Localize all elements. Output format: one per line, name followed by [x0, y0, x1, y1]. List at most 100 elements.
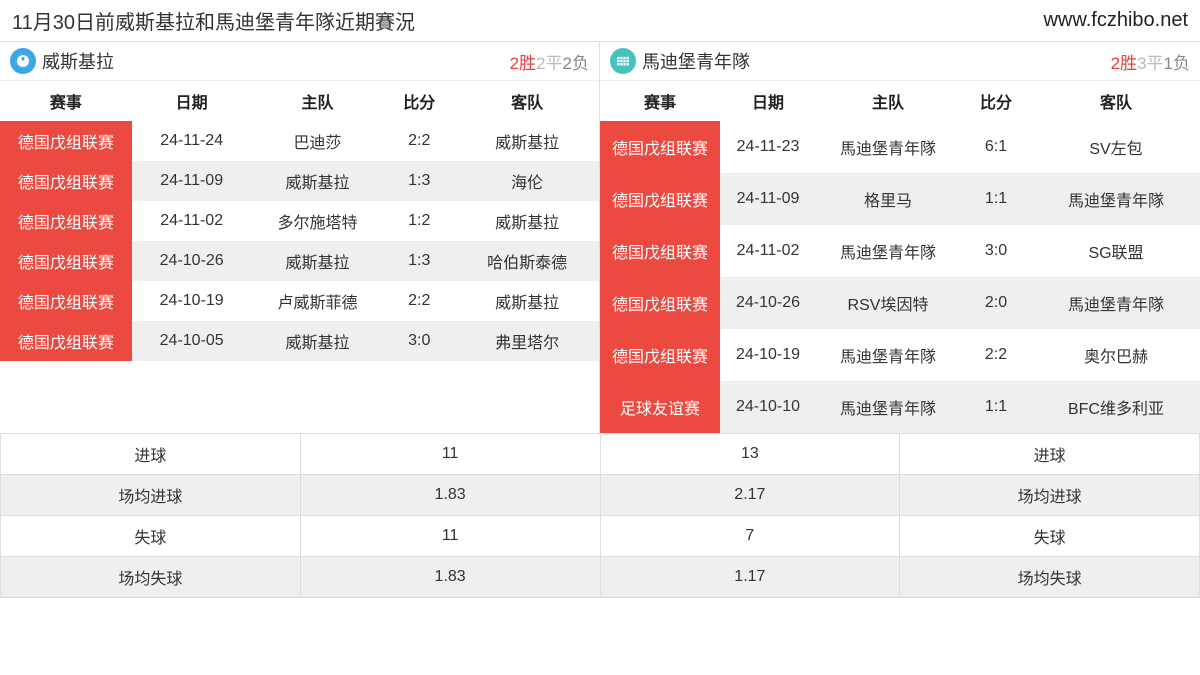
table-row: 德国戊组联赛24-10-05威斯基拉3:0弗里塔尔	[0, 321, 599, 361]
stats-cell: 场均进球	[900, 475, 1200, 516]
stats-cell: 11	[300, 434, 600, 475]
col-header: 主队	[816, 81, 960, 122]
right-team-header: 馬迪堡青年隊 2胜3平1负	[600, 42, 1200, 80]
stats-row: 场均失球1.831.17场均失球	[1, 557, 1200, 598]
col-header: 主队	[252, 81, 384, 122]
table-row: 足球友谊赛24-10-10馬迪堡青年隊1:1BFC维多利亚	[600, 381, 1200, 433]
cell-away: 威斯基拉	[455, 121, 599, 161]
cell-league: 德国戊组联赛	[0, 161, 132, 201]
right-win: 2胜	[1111, 54, 1137, 73]
table-row: 德国戊组联赛24-10-26RSV埃因特2:0馬迪堡青年隊	[600, 277, 1200, 329]
cell-away: 奥尔巴赫	[1032, 329, 1200, 381]
cell-league: 德国戊组联赛	[600, 121, 720, 173]
table-row: 德国戊组联赛24-11-09威斯基拉1:3海伦	[0, 161, 599, 201]
stats-row: 失球117失球	[1, 516, 1200, 557]
cell-home: 多尔施塔特	[252, 201, 384, 241]
table-row: 德国戊组联赛24-10-19卢威斯菲德2:2威斯基拉	[0, 281, 599, 321]
cell-home: 威斯基拉	[252, 321, 384, 361]
cell-away: 威斯基拉	[455, 201, 599, 241]
cell-away: 海伦	[455, 161, 599, 201]
cell-score: 3:0	[960, 225, 1032, 277]
cell-away: BFC维多利亚	[1032, 381, 1200, 433]
cell-league: 德国戊组联赛	[600, 225, 720, 277]
cell-date: 24-11-09	[720, 173, 816, 225]
cell-home: 馬迪堡青年隊	[816, 381, 960, 433]
stats-cell: 场均失球	[1, 557, 301, 598]
cell-score: 3:0	[383, 321, 455, 361]
cell-score: 2:2	[960, 329, 1032, 381]
cell-date: 24-10-19	[132, 281, 252, 321]
cell-date: 24-11-09	[132, 161, 252, 201]
stats-cell: 进球	[900, 434, 1200, 475]
stats-cell: 场均失球	[900, 557, 1200, 598]
stats-cell: 2.17	[600, 475, 900, 516]
cell-date: 24-11-02	[132, 201, 252, 241]
cell-score: 2:2	[383, 121, 455, 161]
cell-date: 24-11-24	[132, 121, 252, 161]
stats-row: 进球1113进球	[1, 434, 1200, 475]
cell-date: 24-10-26	[720, 277, 816, 329]
cell-date: 24-10-05	[132, 321, 252, 361]
cell-score: 1:3	[383, 241, 455, 281]
cell-away: SV左包	[1032, 121, 1200, 173]
right-matches-table: 赛事日期主队比分客队 德国戊组联赛24-11-23馬迪堡青年隊6:1SV左包德国…	[600, 80, 1200, 433]
cell-score: 2:0	[960, 277, 1032, 329]
table-row: 德国戊组联赛24-11-23馬迪堡青年隊6:1SV左包	[600, 121, 1200, 173]
col-header: 赛事	[600, 81, 720, 122]
cell-home: 威斯基拉	[252, 241, 384, 281]
page-title: 11月30日前威斯基拉和馬迪堡青年隊近期賽況	[12, 6, 415, 35]
stats-cell: 失球	[1, 516, 301, 557]
table-row: 德国戊组联赛24-11-24巴迪莎2:2威斯基拉	[0, 121, 599, 161]
cell-home: 馬迪堡青年隊	[816, 225, 960, 277]
col-header: 比分	[383, 81, 455, 122]
goal-icon	[610, 48, 636, 74]
left-lose: 2负	[563, 54, 589, 73]
cell-away: 馬迪堡青年隊	[1032, 173, 1200, 225]
cell-league: 足球友谊赛	[600, 381, 720, 433]
left-team-name: 威斯基拉	[42, 48, 114, 74]
cell-league: 德国戊组联赛	[0, 201, 132, 241]
right-draw: 3平	[1137, 54, 1163, 73]
right-team-name: 馬迪堡青年隊	[642, 48, 750, 74]
left-matches-table: 赛事日期主队比分客队 德国戊组联赛24-11-24巴迪莎2:2威斯基拉德国戊组联…	[0, 80, 599, 361]
page-header: 11月30日前威斯基拉和馬迪堡青年隊近期賽況 www.fczhibo.net	[0, 0, 1200, 42]
cell-score: 6:1	[960, 121, 1032, 173]
col-header: 日期	[720, 81, 816, 122]
cell-date: 24-11-02	[720, 225, 816, 277]
stats-cell: 场均进球	[1, 475, 301, 516]
table-row: 德国戊组联赛24-11-02馬迪堡青年隊3:0SG联盟	[600, 225, 1200, 277]
left-win: 2胜	[510, 54, 536, 73]
cell-league: 德国戊组联赛	[0, 321, 132, 361]
col-header: 日期	[132, 81, 252, 122]
stats-cell: 1.83	[300, 557, 600, 598]
cell-home: 馬迪堡青年隊	[816, 329, 960, 381]
cell-home: 馬迪堡青年隊	[816, 121, 960, 173]
cell-score: 1:3	[383, 161, 455, 201]
teams-container: 威斯基拉 2胜2平2负 赛事日期主队比分客队 德国戊组联赛24-11-24巴迪莎…	[0, 42, 1200, 433]
cell-date: 24-11-23	[720, 121, 816, 173]
cell-away: 威斯基拉	[455, 281, 599, 321]
col-header: 客队	[1032, 81, 1200, 122]
cell-league: 德国戊组联赛	[600, 277, 720, 329]
football-icon	[10, 48, 36, 74]
stats-cell: 1.83	[300, 475, 600, 516]
stats-cell: 7	[600, 516, 900, 557]
cell-home: 格里马	[816, 173, 960, 225]
col-header: 赛事	[0, 81, 132, 122]
table-row: 德国戊组联赛24-11-02多尔施塔特1:2威斯基拉	[0, 201, 599, 241]
cell-home: 威斯基拉	[252, 161, 384, 201]
stats-table: 进球1113进球场均进球1.832.17场均进球失球117失球场均失球1.831…	[0, 433, 1200, 598]
left-draw: 2平	[536, 54, 562, 73]
right-team-panel: 馬迪堡青年隊 2胜3平1负 赛事日期主队比分客队 德国戊组联赛24-11-23馬…	[600, 42, 1200, 433]
col-header: 客队	[455, 81, 599, 122]
cell-score: 2:2	[383, 281, 455, 321]
cell-home: 巴迪莎	[252, 121, 384, 161]
cell-league: 德国戊组联赛	[0, 241, 132, 281]
stats-cell: 13	[600, 434, 900, 475]
cell-home: 卢威斯菲德	[252, 281, 384, 321]
cell-away: 馬迪堡青年隊	[1032, 277, 1200, 329]
cell-league: 德国戊组联赛	[0, 281, 132, 321]
cell-home: RSV埃因特	[816, 277, 960, 329]
site-url[interactable]: www.fczhibo.net	[1043, 9, 1188, 32]
stats-cell: 11	[300, 516, 600, 557]
